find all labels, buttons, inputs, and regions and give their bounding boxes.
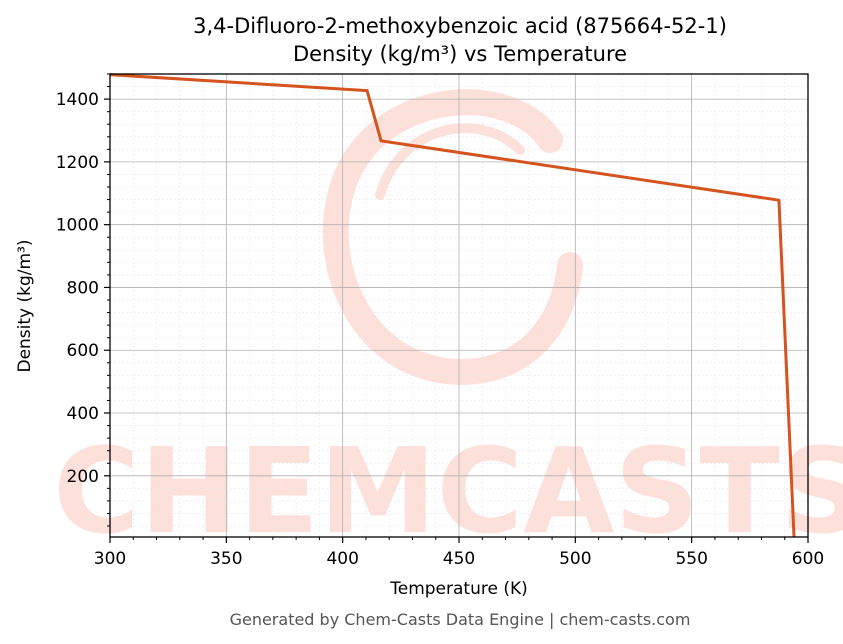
y-tick-label: 400 — [67, 404, 99, 424]
y-tick-label: 800 — [67, 278, 99, 298]
x-tick-label: 350 — [210, 549, 242, 569]
x-tick-label: 300 — [94, 549, 126, 569]
y-tick-label: 600 — [67, 341, 99, 361]
y-tick-label: 200 — [67, 467, 99, 487]
chart-title: 3,4-Difluoro-2-methoxybenzoic acid (8756… — [193, 14, 727, 38]
y-axis-label: Density (kg/m³) — [15, 239, 35, 372]
x-tick-label: 400 — [326, 549, 358, 569]
footer-credit: Generated by Chem-Casts Data Engine | ch… — [230, 610, 691, 629]
x-tick-label: 500 — [559, 549, 591, 569]
y-tick-label: 1400 — [56, 90, 99, 110]
density-series-line — [109, 73, 796, 538]
x-tick-label: 550 — [675, 549, 707, 569]
y-tick-label: 1000 — [56, 216, 99, 236]
x-tick-label: 450 — [443, 549, 475, 569]
chart-subtitle: Density (kg/m³) vs Temperature — [293, 42, 627, 66]
watermark-text: CHEMCASTS — [53, 422, 843, 560]
y-tick-label: 1200 — [56, 153, 99, 173]
y-axis: 200 400 600 800 1000 1200 1400 — [56, 73, 110, 527]
x-axis: 300 350 400 450 500 550 600 — [94, 537, 824, 569]
x-axis-label: Temperature (K) — [389, 579, 528, 599]
series-layer — [109, 73, 796, 538]
x-tick-label: 600 — [792, 549, 824, 569]
major-grid — [109, 74, 809, 537]
